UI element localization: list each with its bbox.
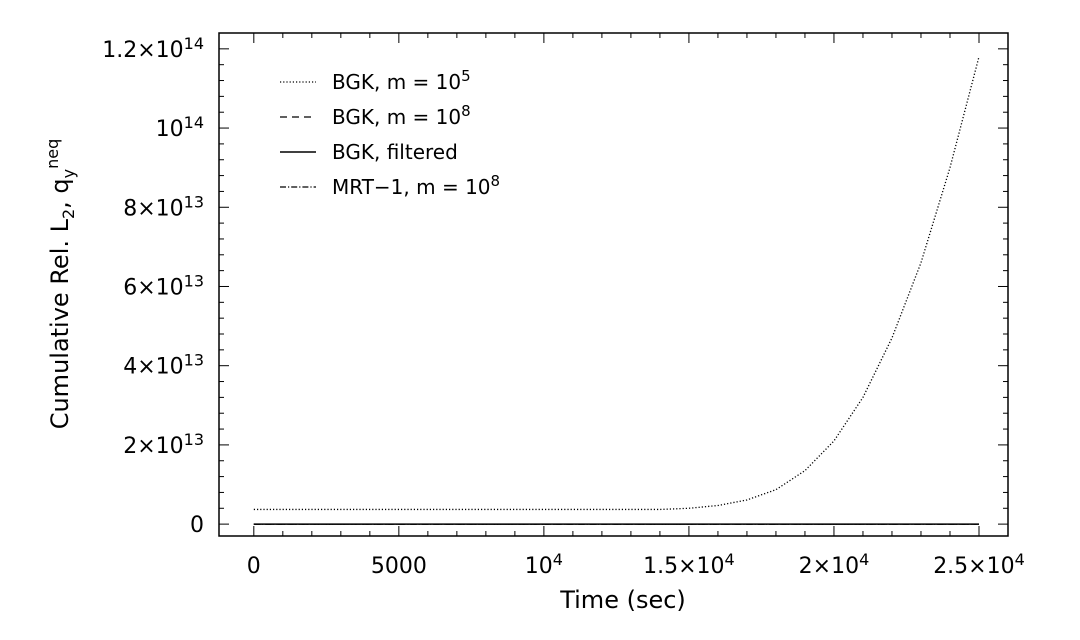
x-tick-label: 104 [525,550,563,579]
y-axis-title: Cumulative Rel. L2, qyneq [43,139,78,430]
x-axis-title: Time (sec) [559,586,686,614]
legend-label: BGK, filtered [332,140,458,164]
y-tick-label: 1.2×1014 [102,34,204,63]
plot-series [253,56,980,525]
legend-label: BGK, m = 105 [332,67,471,94]
y-tick-label: 2×1013 [123,430,204,459]
y-tick-label: 8×1013 [123,192,204,221]
legend-label: BGK, m = 108 [332,102,471,129]
x-tick-label: 5000 [371,554,427,579]
y-tick-label: 6×1013 [123,271,204,300]
y-tick-label: 0 [190,513,204,538]
x-tick-label: 2.5×104 [933,550,1025,579]
y-tick-label: 4×1013 [123,351,204,380]
legend-label: MRT−1, m = 108 [332,172,500,199]
tick-labels: 0 5000 104 1.5×104 2×104 2.5×104 0 2×1013 4×1013… [102,34,1025,579]
x-tick-label: 0 [247,554,261,579]
plot-frame [218,32,1009,537]
ticks [219,33,1008,536]
legend: BGK, m = 105 BGK, m = 108 BGK, filtered MRT… [280,67,500,199]
x-tick-label: 1.5×104 [643,550,735,579]
x-tick-label: 2×104 [799,550,870,579]
y-tick-label: 1014 [156,113,204,142]
